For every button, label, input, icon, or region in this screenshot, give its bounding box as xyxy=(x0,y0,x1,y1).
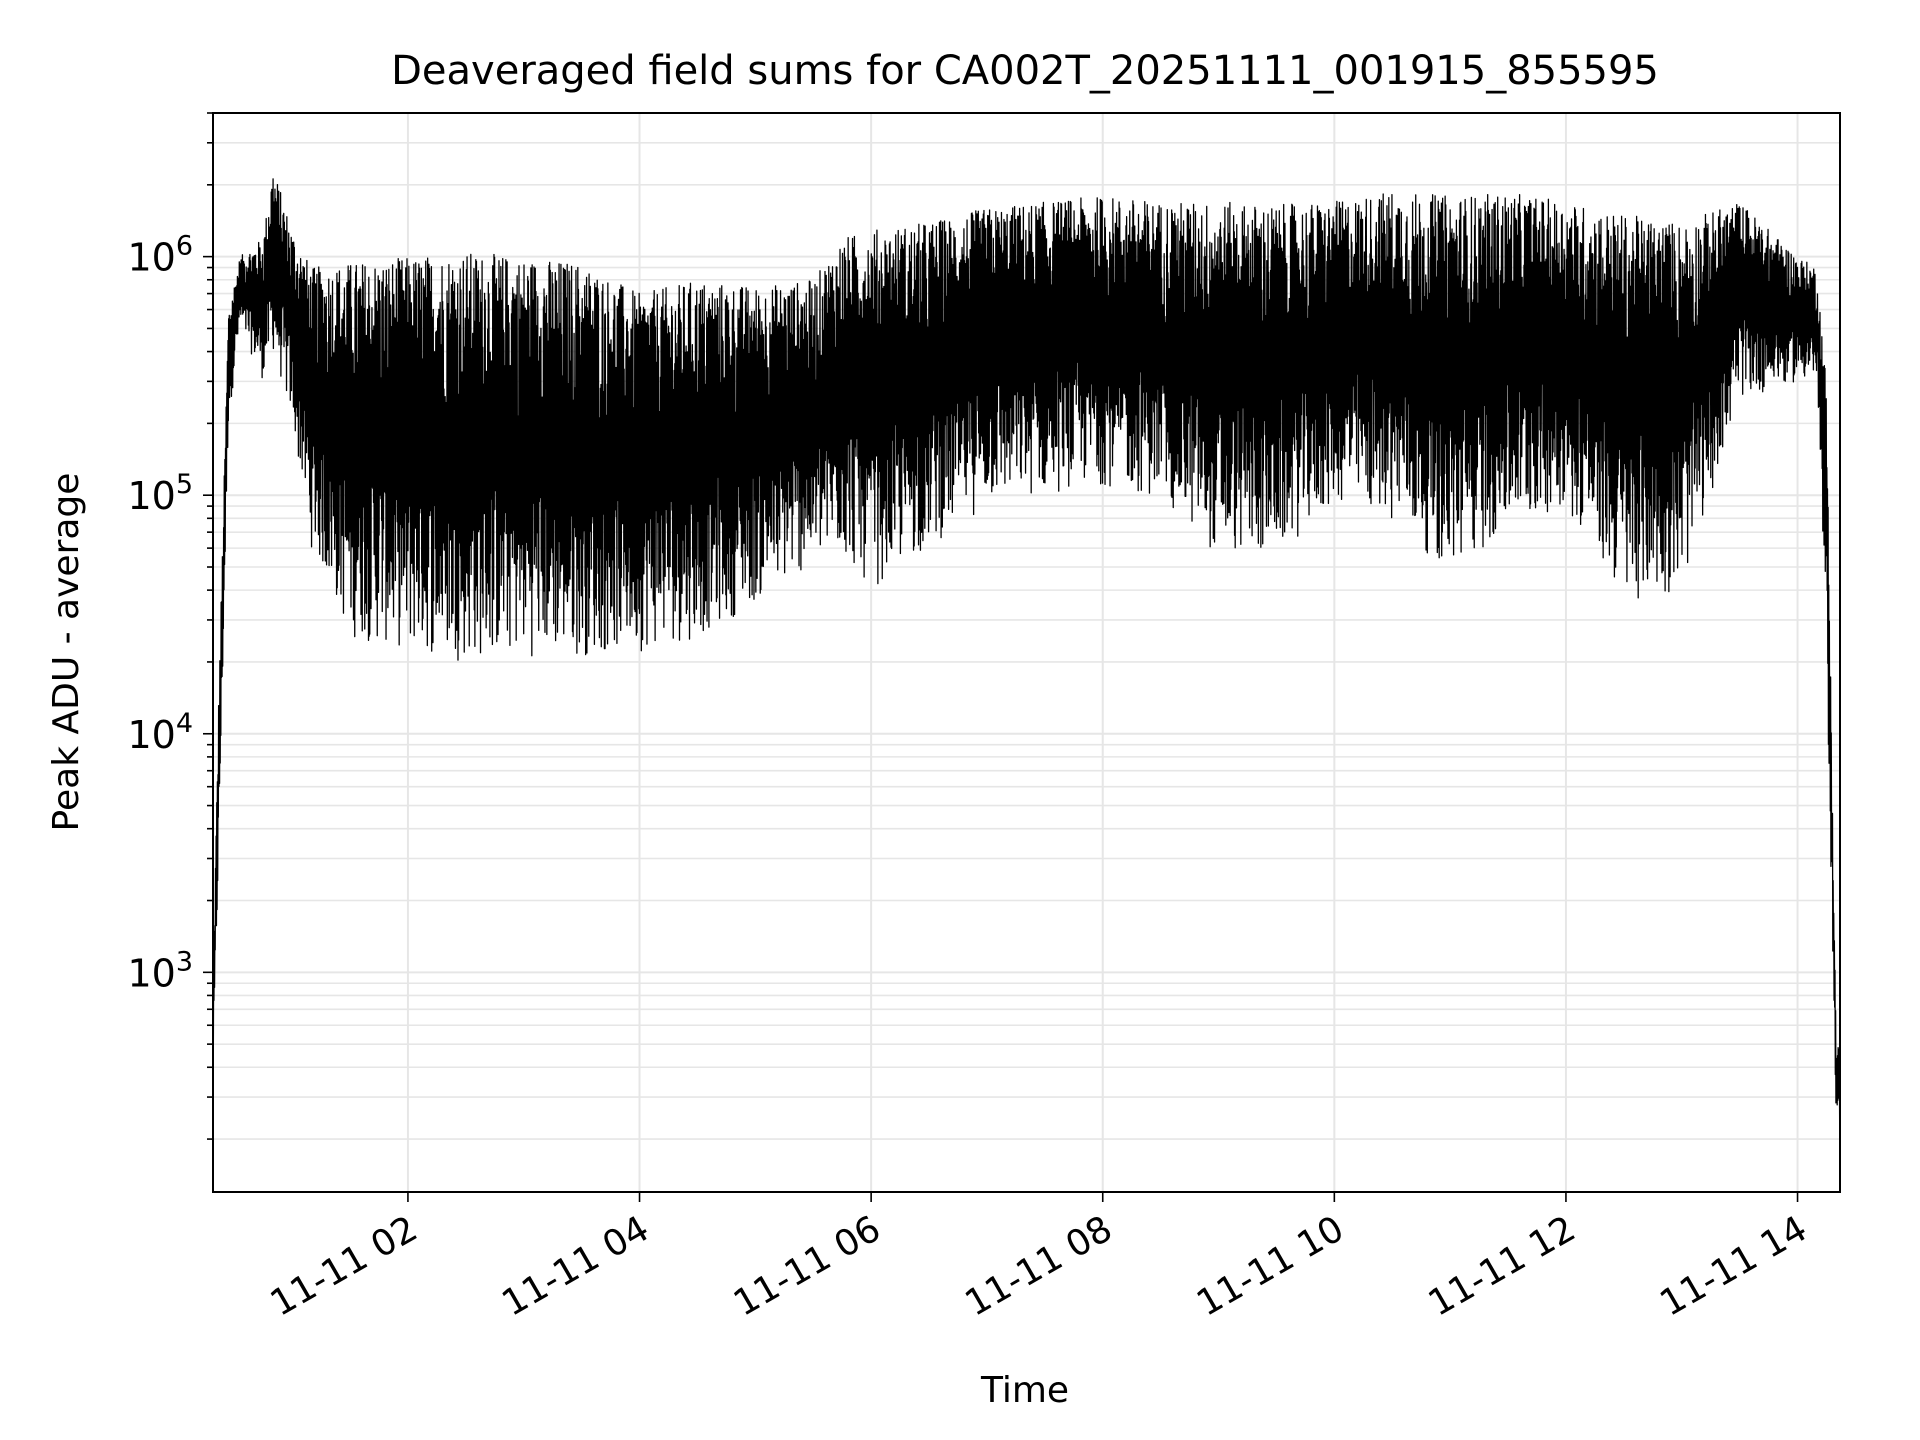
y-axis: 103 104 105 106 xyxy=(127,112,213,1140)
y-tick-label: 106 xyxy=(127,231,193,280)
y-tick-label: 103 xyxy=(127,946,193,995)
series-line xyxy=(213,178,1840,1132)
y-tick-label: 105 xyxy=(127,469,193,518)
x-axis: 11-11 02 11-11 04 11-11 06 11-11 08 11-11 10… xyxy=(264,1192,1814,1325)
x-axis-label: Time xyxy=(980,1370,1069,1411)
y-tick-label: 104 xyxy=(127,708,193,757)
x-tick-label: 11-11 08 xyxy=(959,1208,1120,1324)
x-tick-label: 11-11 04 xyxy=(495,1208,656,1324)
chart-title: Deaveraged field sums for CA002T_2025111… xyxy=(391,48,1659,94)
x-tick-label: 11-11 10 xyxy=(1190,1208,1351,1324)
x-tick-label: 11-11 12 xyxy=(1422,1208,1583,1324)
y-axis-label: Peak ADU - average xyxy=(46,473,87,832)
x-tick-label: 11-11 02 xyxy=(264,1208,425,1324)
x-tick-label: 11-11 14 xyxy=(1653,1208,1814,1324)
x-tick-label: 11-11 06 xyxy=(727,1208,888,1324)
plot-area-frame xyxy=(212,112,1841,1193)
